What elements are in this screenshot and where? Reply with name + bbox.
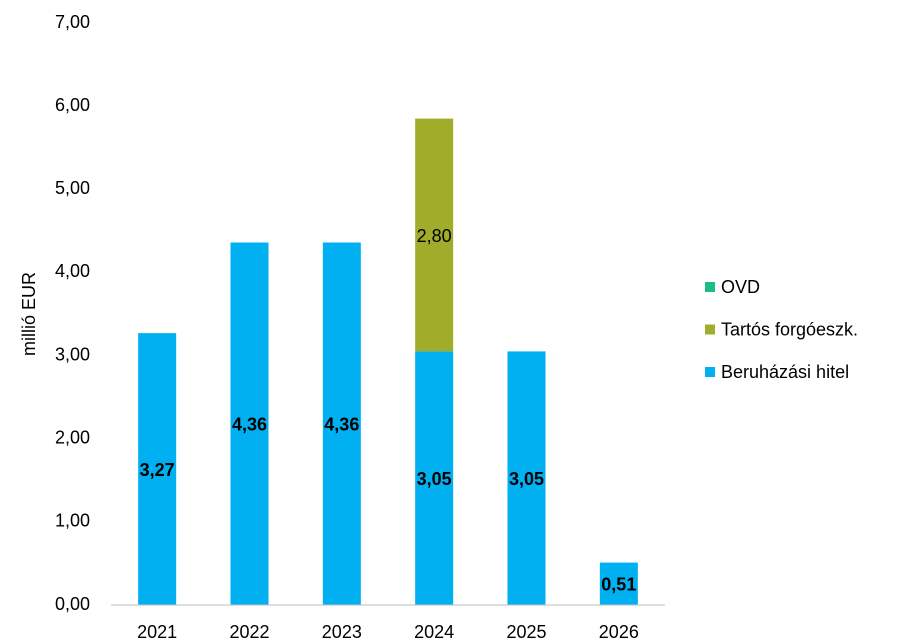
- bar-segment: [230, 242, 269, 606]
- value-label: 4,36: [232, 414, 267, 434]
- x-tick-label: 2026: [599, 622, 639, 642]
- y-tick-label: 7,00: [55, 12, 90, 32]
- legend-swatch: [705, 367, 715, 377]
- x-tick-label: 2022: [229, 622, 269, 642]
- value-label: 3,05: [417, 469, 452, 489]
- legend-swatch: [705, 282, 715, 292]
- bar-segment: [415, 118, 454, 352]
- y-tick-label: 5,00: [55, 178, 90, 198]
- value-label: 0,51: [601, 575, 636, 595]
- legend-label: OVD: [721, 277, 760, 297]
- bar-segment: [322, 242, 361, 606]
- value-label: 2,80: [417, 226, 452, 246]
- y-tick-label: 3,00: [55, 344, 90, 364]
- x-tick-label: 2024: [414, 622, 454, 642]
- x-tick-label: 2023: [322, 622, 362, 642]
- legend-swatch: [705, 324, 715, 335]
- y-tick-label: 0,00: [55, 594, 90, 614]
- x-tick-label: 2025: [506, 622, 546, 642]
- legend-label: Tartós forgóeszk.: [721, 319, 858, 339]
- x-tick-label: 2021: [137, 622, 177, 642]
- y-axis-title: millió EUR: [19, 272, 39, 356]
- y-tick-label: 4,00: [55, 261, 90, 281]
- bar-segment: [415, 351, 454, 605]
- bar-segment: [507, 351, 546, 605]
- value-label: 3,05: [509, 469, 544, 489]
- y-tick-label: 6,00: [55, 95, 90, 115]
- value-label: 4,36: [324, 414, 359, 434]
- bar-segment: [138, 333, 177, 605]
- y-tick-label: 1,00: [55, 511, 90, 531]
- y-tick-label: 2,00: [55, 427, 90, 447]
- legend-label: Beruházási hitel: [721, 362, 849, 382]
- value-label: 3,27: [140, 460, 175, 480]
- bar-segment: [599, 562, 638, 605]
